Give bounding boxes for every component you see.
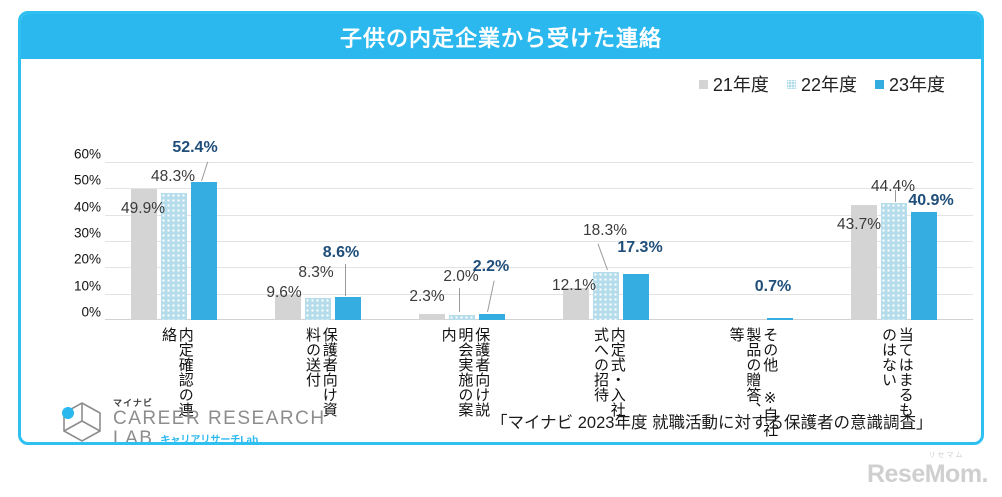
y-tick-0: 0% — [81, 304, 101, 320]
x-label-0: 内定確認の連絡 — [160, 327, 194, 417]
legend-label-22: 22年度 — [800, 75, 857, 95]
bar-3-23[interactable] — [623, 274, 649, 320]
legend-swatch-icon-22 — [786, 79, 796, 89]
data-label-2-23: 2.2% — [472, 258, 510, 275]
legend-label-21: 21年度 — [712, 75, 769, 95]
chart-area: 21年度 22年度 23年度 60% 50% 40% 30% 20% 10% — [21, 59, 981, 442]
watermark-jp-text: リセマム — [928, 452, 965, 459]
x-label-1: 保護者向け資 料の送付 — [304, 327, 338, 417]
x-label-3: 内定式・入社 式への招待 — [592, 327, 626, 417]
bar-5-22[interactable] — [881, 203, 907, 320]
bar-group-3: 12.1% 18.3% 17.3% — [552, 162, 663, 320]
data-label-5-22: 44.4% — [871, 178, 915, 195]
leader-line-2-22 — [459, 288, 460, 312]
bar-group-1: 9.6% 8.3% 8.6% — [266, 162, 365, 320]
data-label-1-23: 8.6% — [322, 244, 360, 261]
bar-group-1-bars — [275, 162, 361, 320]
bar-2-22[interactable] — [449, 314, 475, 320]
bar-group-0: 49.9% 48.3% 52.4% — [121, 139, 221, 320]
data-label-0-21: 49.9% — [121, 200, 165, 217]
bar-5-21[interactable] — [851, 205, 877, 320]
bar-group-5-bars — [851, 162, 937, 320]
legend-item-21: 21年度 — [698, 71, 769, 97]
bar-group-4: 0.7% — [707, 162, 797, 320]
y-tick-60: 60% — [73, 146, 101, 162]
data-label-3-22: 18.3% — [583, 222, 627, 239]
data-label-2-21: 2.3% — [409, 288, 445, 305]
leader-line-5-22 — [895, 190, 896, 202]
source-citation: 「マイナビ 2023年度 就職活動に対する保護者の意識調査」 — [491, 414, 933, 432]
bar-5-23[interactable] — [911, 212, 937, 320]
bar-3-22[interactable] — [593, 271, 619, 320]
bar-group-5: 43.7% 44.4% 40.9% — [837, 162, 954, 320]
data-label-3-21: 12.1% — [552, 277, 596, 294]
plot-region: 49.9% 48.3% 52.4% 9.6% 8.3% 8.6% — [105, 139, 973, 320]
bar-4-23[interactable] — [767, 318, 793, 320]
bar-group-3-bars — [563, 162, 649, 320]
legend-item-23: 23年度 — [874, 71, 945, 97]
y-axis-labels: 60% 50% 40% 30% 20% 10% 0% — [55, 147, 101, 326]
logo-text: マイナビ CAREER RESEARCH LAB キャリアリサーチLab — [113, 396, 326, 445]
bar-1-22[interactable] — [305, 298, 331, 320]
data-label-4-23: 0.7% — [754, 278, 792, 295]
data-label-5-21: 43.7% — [837, 216, 881, 233]
bar-0-23[interactable] — [191, 182, 217, 320]
bar-group-0-bars — [131, 162, 217, 320]
y-tick-20: 20% — [73, 251, 101, 267]
watermark-text: ReseMom. — [866, 460, 989, 488]
legend-label-23: 23年度 — [888, 75, 945, 95]
gridline-40 — [105, 214, 973, 216]
bar-group-2: 2.3% 2.0% 2.2% — [409, 162, 510, 320]
data-label-1-22: 8.3% — [298, 264, 334, 281]
bar-0-22[interactable] — [161, 192, 187, 320]
x-label-4: その他 ※自社 製品の贈答、等 — [727, 327, 779, 437]
bar-1-21[interactable] — [275, 294, 301, 320]
gridline-20 — [105, 267, 973, 269]
logo-mynavi-text: マイナビ — [113, 398, 153, 408]
chart-title-bar: 子供の内定企業から受けた連絡 — [21, 14, 981, 59]
gridline-30 — [105, 241, 973, 242]
leader-line-1-23 — [345, 264, 346, 296]
cube-logo-icon — [59, 400, 105, 442]
bar-2-21[interactable] — [419, 313, 445, 320]
chart-card: 子供の内定企業から受けた連絡 21年度 22年度 23年度 — [18, 11, 984, 445]
bar-3-21[interactable] — [563, 288, 589, 320]
data-label-1-21: 9.6% — [266, 284, 302, 301]
data-label-0-23: 52.4% — [172, 139, 218, 156]
legend-swatch-icon-23 — [874, 79, 884, 89]
chart-legend: 21年度 22年度 23年度 — [698, 71, 945, 97]
bar-2-23[interactable] — [479, 314, 505, 320]
gridline-60 — [105, 162, 973, 163]
logo-line-1: CAREER RESEARCH — [113, 408, 326, 429]
legend-item-22: 22年度 — [786, 71, 857, 97]
gridline-0 — [105, 319, 973, 320]
y-tick-40: 40% — [73, 199, 101, 215]
legend-swatch-icon-21 — [698, 79, 708, 89]
x-label-5: 当てはまるも のはない — [880, 327, 914, 417]
page-title: 子供の内定企業から受けた連絡 — [339, 25, 662, 51]
data-label-3-23: 17.3% — [617, 239, 663, 256]
y-tick-30: 30% — [73, 225, 101, 241]
career-research-lab-logo: マイナビ CAREER RESEARCH LAB キャリアリサーチLab — [59, 396, 326, 445]
bar-0-21[interactable] — [131, 188, 157, 320]
x-axis-labels: 内定確認の連絡 保護者向け資 料の送付 保護者向け説 明会実施の案内 内定式・入社式… — [105, 327, 973, 442]
bar-1-23[interactable] — [335, 297, 361, 320]
resemom-watermark: リセマム ReseMom. — [866, 450, 989, 489]
y-tick-50: 50% — [73, 172, 101, 188]
bar-group-2-bars — [419, 162, 505, 320]
data-label-2-22: 2.0% — [443, 268, 479, 285]
gridline-50 — [105, 188, 973, 190]
gridline-10 — [105, 293, 973, 295]
bar-group-4-bars — [707, 162, 793, 320]
logo-line-2: LAB — [113, 427, 154, 445]
y-tick-10: 10% — [73, 278, 101, 294]
logo-jp-text: キャリアリサーチLab — [160, 434, 259, 445]
data-label-0-22: 48.3% — [151, 168, 195, 185]
x-label-2: 保護者向け説 明会実施の案内 — [439, 327, 491, 417]
data-label-5-23: 40.9% — [908, 192, 954, 209]
